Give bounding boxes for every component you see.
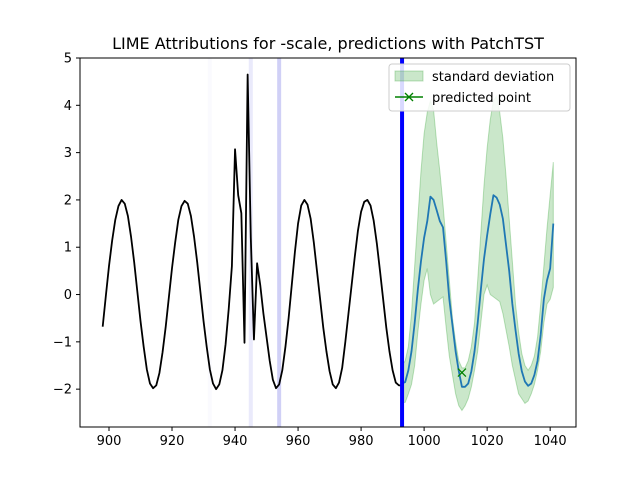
x-tick-label: 900	[97, 434, 122, 449]
y-tick-label: 4	[64, 99, 72, 114]
x-tick-label: 940	[223, 434, 248, 449]
axis-ticks: 900 920 940 960 980 1000 1020 1040 −2 −1 0 1 2 3 4 5	[53, 52, 567, 450]
y-tick-label: −2	[53, 383, 72, 398]
plot-area	[101, 58, 555, 427]
x-tick-label: 960	[286, 434, 311, 449]
legend-std-label: standard deviation	[432, 70, 554, 85]
y-tick-label: 5	[64, 52, 72, 67]
chart-title: LIME Attributions for -scale, prediction…	[112, 34, 544, 53]
legend-std-swatch	[394, 70, 424, 82]
legend: standard deviation predicted point	[388, 63, 571, 112]
predicted-point-stroke-b	[457, 368, 467, 378]
x-tick-label: 920	[160, 434, 185, 449]
legend-box	[388, 63, 571, 112]
attribution-band-0	[207, 58, 212, 427]
attribution-band-2	[277, 58, 282, 427]
y-tick-label: 1	[64, 241, 72, 256]
x-tick-label: 1000	[408, 434, 441, 449]
legend-point-label: predicted point	[432, 91, 531, 106]
axes-frame	[79, 57, 577, 428]
history-series-line	[101, 73, 403, 391]
y-tick-label: 3	[64, 146, 72, 161]
x-tick-label: 1040	[534, 434, 567, 449]
x-tick-label: 980	[349, 434, 374, 449]
y-tick-label: −1	[53, 335, 72, 350]
predicted-point-marker	[457, 368, 467, 378]
y-tick-label: 2	[64, 193, 72, 208]
y-tick-label: 0	[64, 288, 72, 303]
forecast-series-line	[401, 194, 555, 388]
x-tick-label: 1020	[471, 434, 504, 449]
legend-point-marker	[404, 92, 414, 102]
